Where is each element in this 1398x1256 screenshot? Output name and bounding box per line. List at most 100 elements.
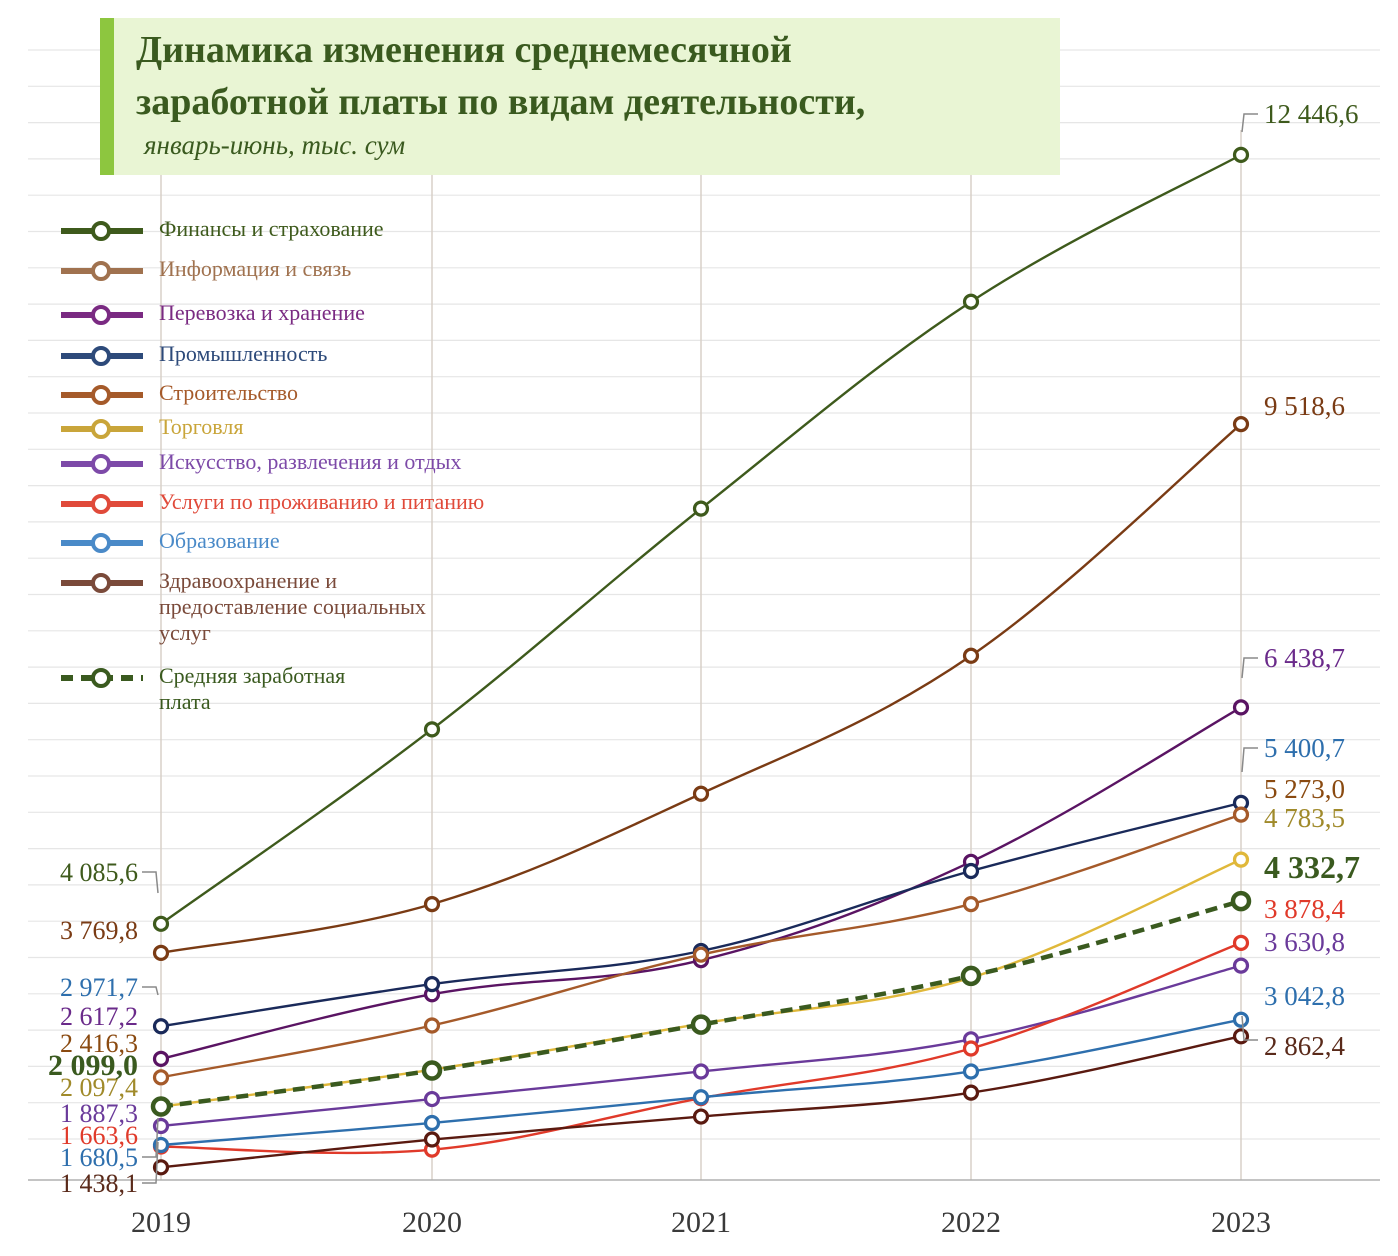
legend-swatch-icon [61, 346, 143, 366]
label-leader-line [142, 986, 159, 996]
data-point [423, 895, 441, 913]
legend-label: Образование [159, 528, 280, 553]
data-point [960, 965, 982, 987]
data-point [962, 862, 980, 880]
data-point [152, 1117, 170, 1135]
data-point [1232, 416, 1250, 433]
data-point [150, 1096, 172, 1117]
legend-item: Торговля [55, 408, 575, 448]
legend-swatch-icon [61, 494, 143, 514]
data-point [1232, 1011, 1250, 1028]
data-labels: 4 085,6 12 446,6 3 769,8 9 518,6 2 617,2 6 43… [48, 99, 1360, 1198]
start-value-label: 2 097,4 [60, 1073, 138, 1102]
data-point [423, 1090, 441, 1108]
legend-item: Перевозка и хранение [55, 294, 575, 334]
data-point [962, 1084, 980, 1101]
start-value-label: 2 416,3 [60, 1029, 138, 1058]
data-point [692, 946, 710, 963]
data-point [1232, 851, 1250, 868]
data-point [423, 976, 441, 993]
legend-label: Промышленность [159, 341, 328, 366]
legend-marker [91, 494, 111, 514]
legend-label: Финансы и страхование [159, 216, 384, 241]
legend-item: Образование [55, 522, 575, 562]
legend-marker [91, 573, 111, 593]
legend-swatch-icon [61, 533, 143, 553]
legend-marker [91, 221, 111, 241]
legend-label: Перевозка и хранение [159, 300, 365, 325]
legend-label: Строительство [159, 380, 299, 405]
label-leader-line [1241, 113, 1258, 133]
label-leader-line [142, 871, 159, 894]
legend-item: Здравоохранение и предоставление социаль… [55, 562, 575, 645]
end-value-label: 9 518,6 [1264, 391, 1345, 421]
data-point [152, 1159, 170, 1176]
chart-title-box: Динамика изменения среднемесячной зарабо… [100, 18, 1060, 175]
label-leader-line [142, 1141, 159, 1184]
data-point [962, 647, 980, 664]
start-value-label: 1 663,6 [60, 1121, 138, 1150]
data-point [423, 1017, 441, 1034]
data-point [692, 1108, 710, 1125]
data-point [1232, 699, 1250, 716]
data-point [692, 1089, 710, 1106]
data-point [152, 944, 170, 961]
start-value-label: 2 971,7 [60, 973, 138, 1002]
x-axis: 2019 2020 2021 2022 2023 [28, 1179, 1380, 1239]
x-tick-label: 2021 [671, 1206, 731, 1239]
legend-swatch-icon [61, 419, 143, 439]
label-leader-line [1241, 657, 1258, 679]
end-value-label: 6 438,7 [1264, 643, 1345, 673]
legend-label: Искусство, развлечения и отдых [159, 449, 462, 474]
legend-label: Средняя заработная плата [159, 663, 346, 714]
data-point [692, 785, 710, 802]
data-point [1232, 806, 1250, 823]
data-point [152, 1018, 170, 1035]
data-point [423, 1114, 441, 1132]
legend-swatch-icon [61, 573, 143, 593]
legend-label: Торговля [159, 414, 244, 439]
data-point [692, 500, 710, 517]
legend-swatch-icon [61, 385, 143, 405]
x-tick-label: 2023 [1211, 1206, 1271, 1239]
start-value-label: 2 099,0 [48, 1049, 138, 1082]
chart-title: Динамика изменения среднемесячной зарабо… [136, 29, 866, 123]
x-tick-label: 2022 [941, 1206, 1001, 1239]
label-leader-line [1241, 747, 1258, 773]
data-point [692, 1063, 710, 1080]
grid-lines [28, 49, 1380, 1140]
data-point [152, 1069, 170, 1086]
label-leader-line [142, 1117, 159, 1158]
end-value-label: 3 630,8 [1264, 927, 1345, 957]
chart-subtitle: январь-июнь, тыс. сум [144, 130, 406, 160]
legend-item: Информация и связь [55, 250, 575, 290]
start-value-label: 4 085,6 [60, 858, 138, 887]
data-point [152, 1050, 170, 1067]
legend-marker [91, 533, 111, 553]
x-tick-label: 2019 [131, 1206, 191, 1239]
end-value-label: 5 273,0 [1264, 774, 1345, 804]
legend-item: Средняя заработная плата [55, 657, 575, 714]
data-point [962, 1063, 980, 1080]
data-point [423, 721, 441, 738]
end-value-label: 4 332,7 [1264, 849, 1360, 885]
data-point [423, 1131, 441, 1148]
legend-swatch-icon [61, 221, 143, 241]
legend-marker [91, 385, 111, 405]
end-value-label: 4 783,5 [1264, 803, 1345, 833]
label-leader-line [1241, 1015, 1258, 1041]
legend-marker [91, 305, 111, 325]
legend-swatch-icon [61, 668, 143, 688]
data-point [690, 1014, 712, 1035]
legend-label: Информация и связь [159, 256, 352, 281]
start-value-label: 1 680,5 [60, 1143, 138, 1172]
x-tick-label: 2020 [402, 1206, 462, 1239]
legend-marker [91, 668, 111, 688]
start-value-label: 1 887,3 [60, 1099, 138, 1128]
start-value-label: 1 438,1 [60, 1169, 138, 1198]
start-value-label: 2 617,2 [60, 1002, 138, 1031]
data-point [1232, 934, 1250, 951]
legend-swatch-icon [61, 305, 143, 325]
series-line [160, 898, 1242, 1109]
